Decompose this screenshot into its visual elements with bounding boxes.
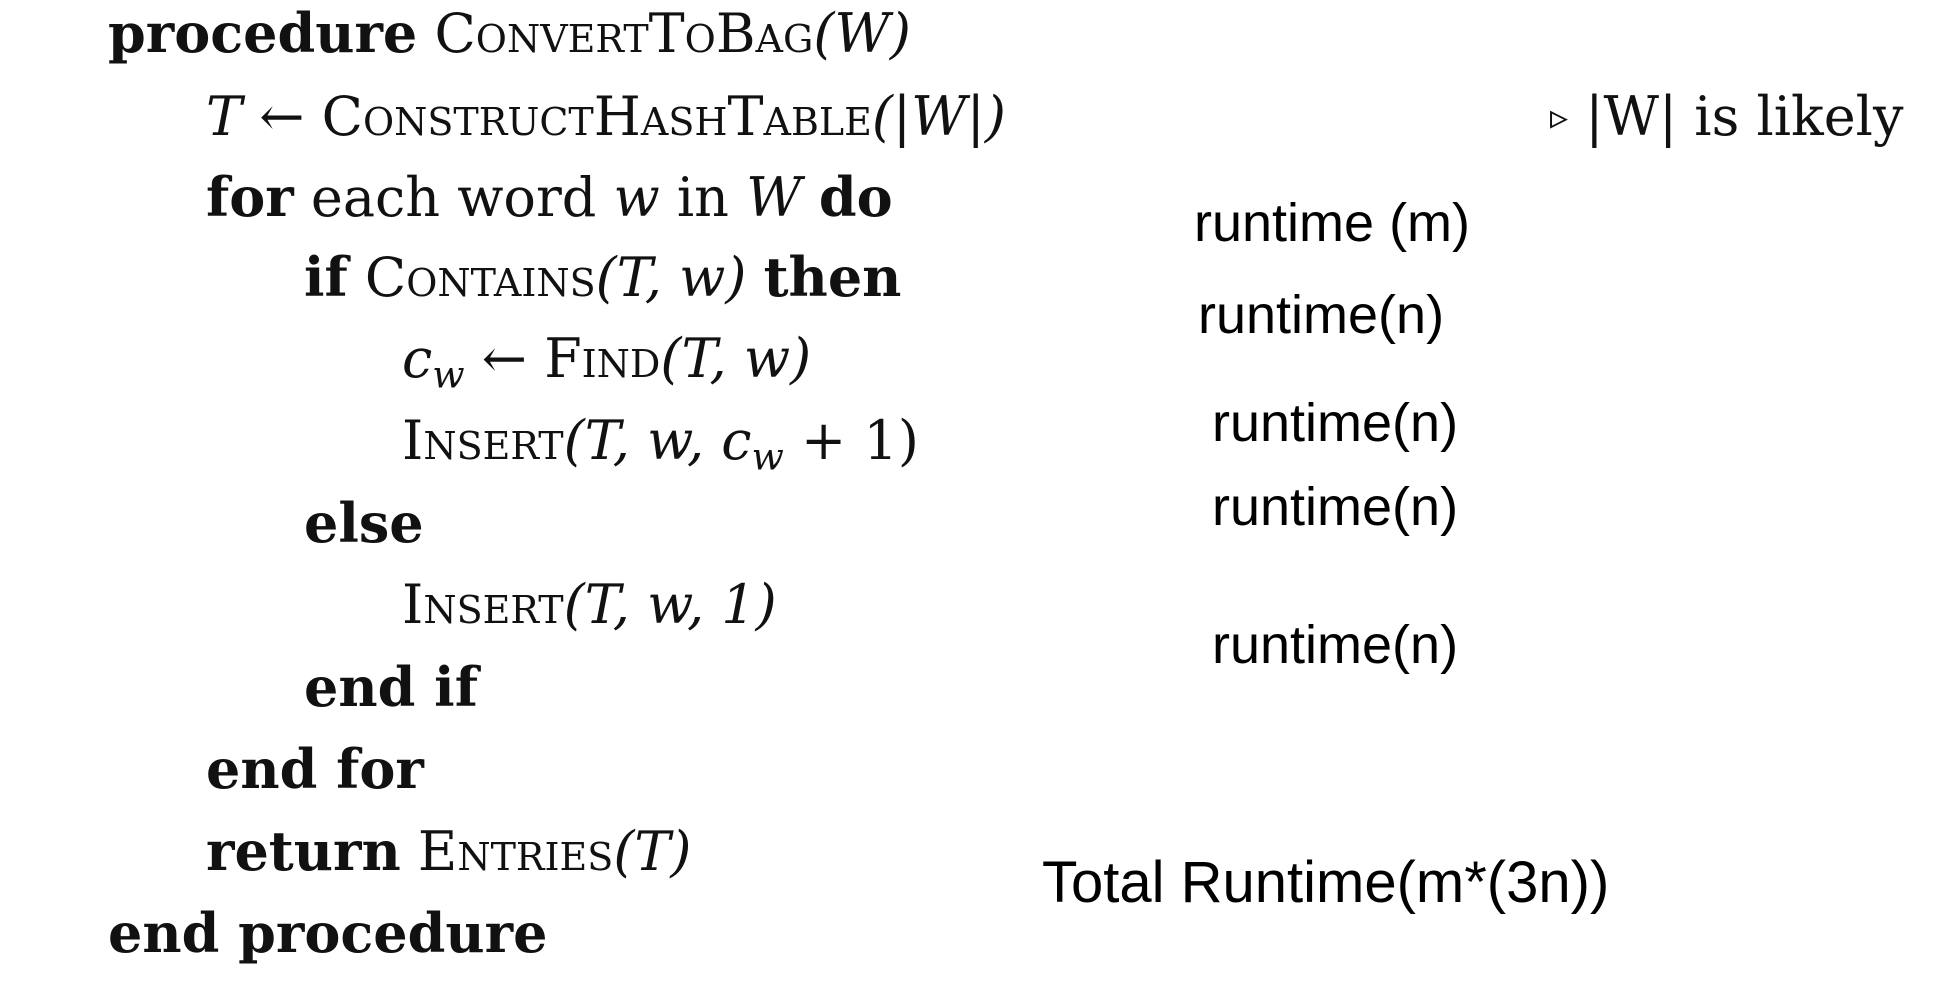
insert-call: Insert <box>402 573 564 636</box>
hash-table-init-line: T ← ConstructHashTable(|W|) <box>206 90 1006 144</box>
else-line: else <box>304 496 424 551</box>
assign-arrow: ← <box>259 85 305 148</box>
end-procedure-line: end procedure <box>108 906 547 961</box>
construct-args: (|W|) <box>871 85 1006 148</box>
insert-new-line: Insert(T, w, 1) <box>402 578 777 632</box>
var-c: c <box>402 327 433 390</box>
insert-args-start: (T, w, c <box>563 409 752 472</box>
keyword-end-if: end if <box>304 655 478 719</box>
keyword-else: else <box>304 491 424 555</box>
runtime-annotation-n: runtime(n) <box>1212 393 1459 453</box>
contains-call: Contains <box>364 246 596 309</box>
end-for-line: end for <box>206 742 424 797</box>
insert-args-subscript: w <box>751 434 784 479</box>
keyword-then: then <box>763 245 902 309</box>
insert-args-end: + 1) <box>783 409 919 472</box>
var-big-w: W <box>746 166 802 229</box>
keyword-procedure: procedure <box>108 1 418 65</box>
keyword-if: if <box>304 245 348 309</box>
comment-line-2: ▹ |W| is likely <box>1550 90 1903 144</box>
contains-args: (T, w) <box>595 246 747 309</box>
total-runtime-annotation: Total Runtime(m*(3n)) <box>1042 850 1610 915</box>
procedure-args: (W) <box>813 2 911 65</box>
comment-triangle-icon: ▹ <box>1550 97 1569 138</box>
if-contains-line: if Contains(T, w) then <box>304 250 901 305</box>
return-line: return Entries(T) <box>206 824 691 879</box>
construct-hash-table-call: ConstructHashTable <box>321 85 872 148</box>
procedure-name: ConvertToBag <box>434 2 814 65</box>
for-loop-header: for each word w in W do <box>206 170 893 225</box>
entries-call: Entries <box>417 820 614 883</box>
keyword-for: for <box>206 165 294 229</box>
keyword-do: do <box>818 165 893 229</box>
find-args: (T, w) <box>660 327 812 390</box>
assign-arrow: ← <box>481 327 528 390</box>
runtime-annotation-n: runtime(n) <box>1198 285 1445 345</box>
for-in: in <box>676 166 729 229</box>
insert-increment-line: Insert(T, w, cw + 1) <box>402 414 919 476</box>
var-t: T <box>206 85 243 148</box>
for-text: each word <box>310 166 597 229</box>
entries-args: (T) <box>613 820 692 883</box>
var-c-subscript: w <box>432 352 465 397</box>
runtime-annotation-n: runtime(n) <box>1212 477 1459 537</box>
var-w: w <box>613 166 660 229</box>
procedure-header: procedure ConvertToBag(W) <box>108 6 911 61</box>
find-call: Find <box>544 327 661 390</box>
runtime-annotation-n: runtime(n) <box>1212 615 1459 675</box>
runtime-annotation-m: runtime (m) <box>1194 193 1471 253</box>
keyword-end-procedure: end procedure <box>108 901 548 965</box>
insert-args: (T, w, 1) <box>563 573 777 636</box>
insert-call: Insert <box>402 409 564 472</box>
find-line: cw ← Find(T, w) <box>402 332 811 394</box>
end-if-line: end if <box>304 660 478 715</box>
comment-text: |W| is likely <box>1585 85 1904 148</box>
keyword-return: return <box>206 819 401 883</box>
keyword-end-for: end for <box>206 737 424 801</box>
